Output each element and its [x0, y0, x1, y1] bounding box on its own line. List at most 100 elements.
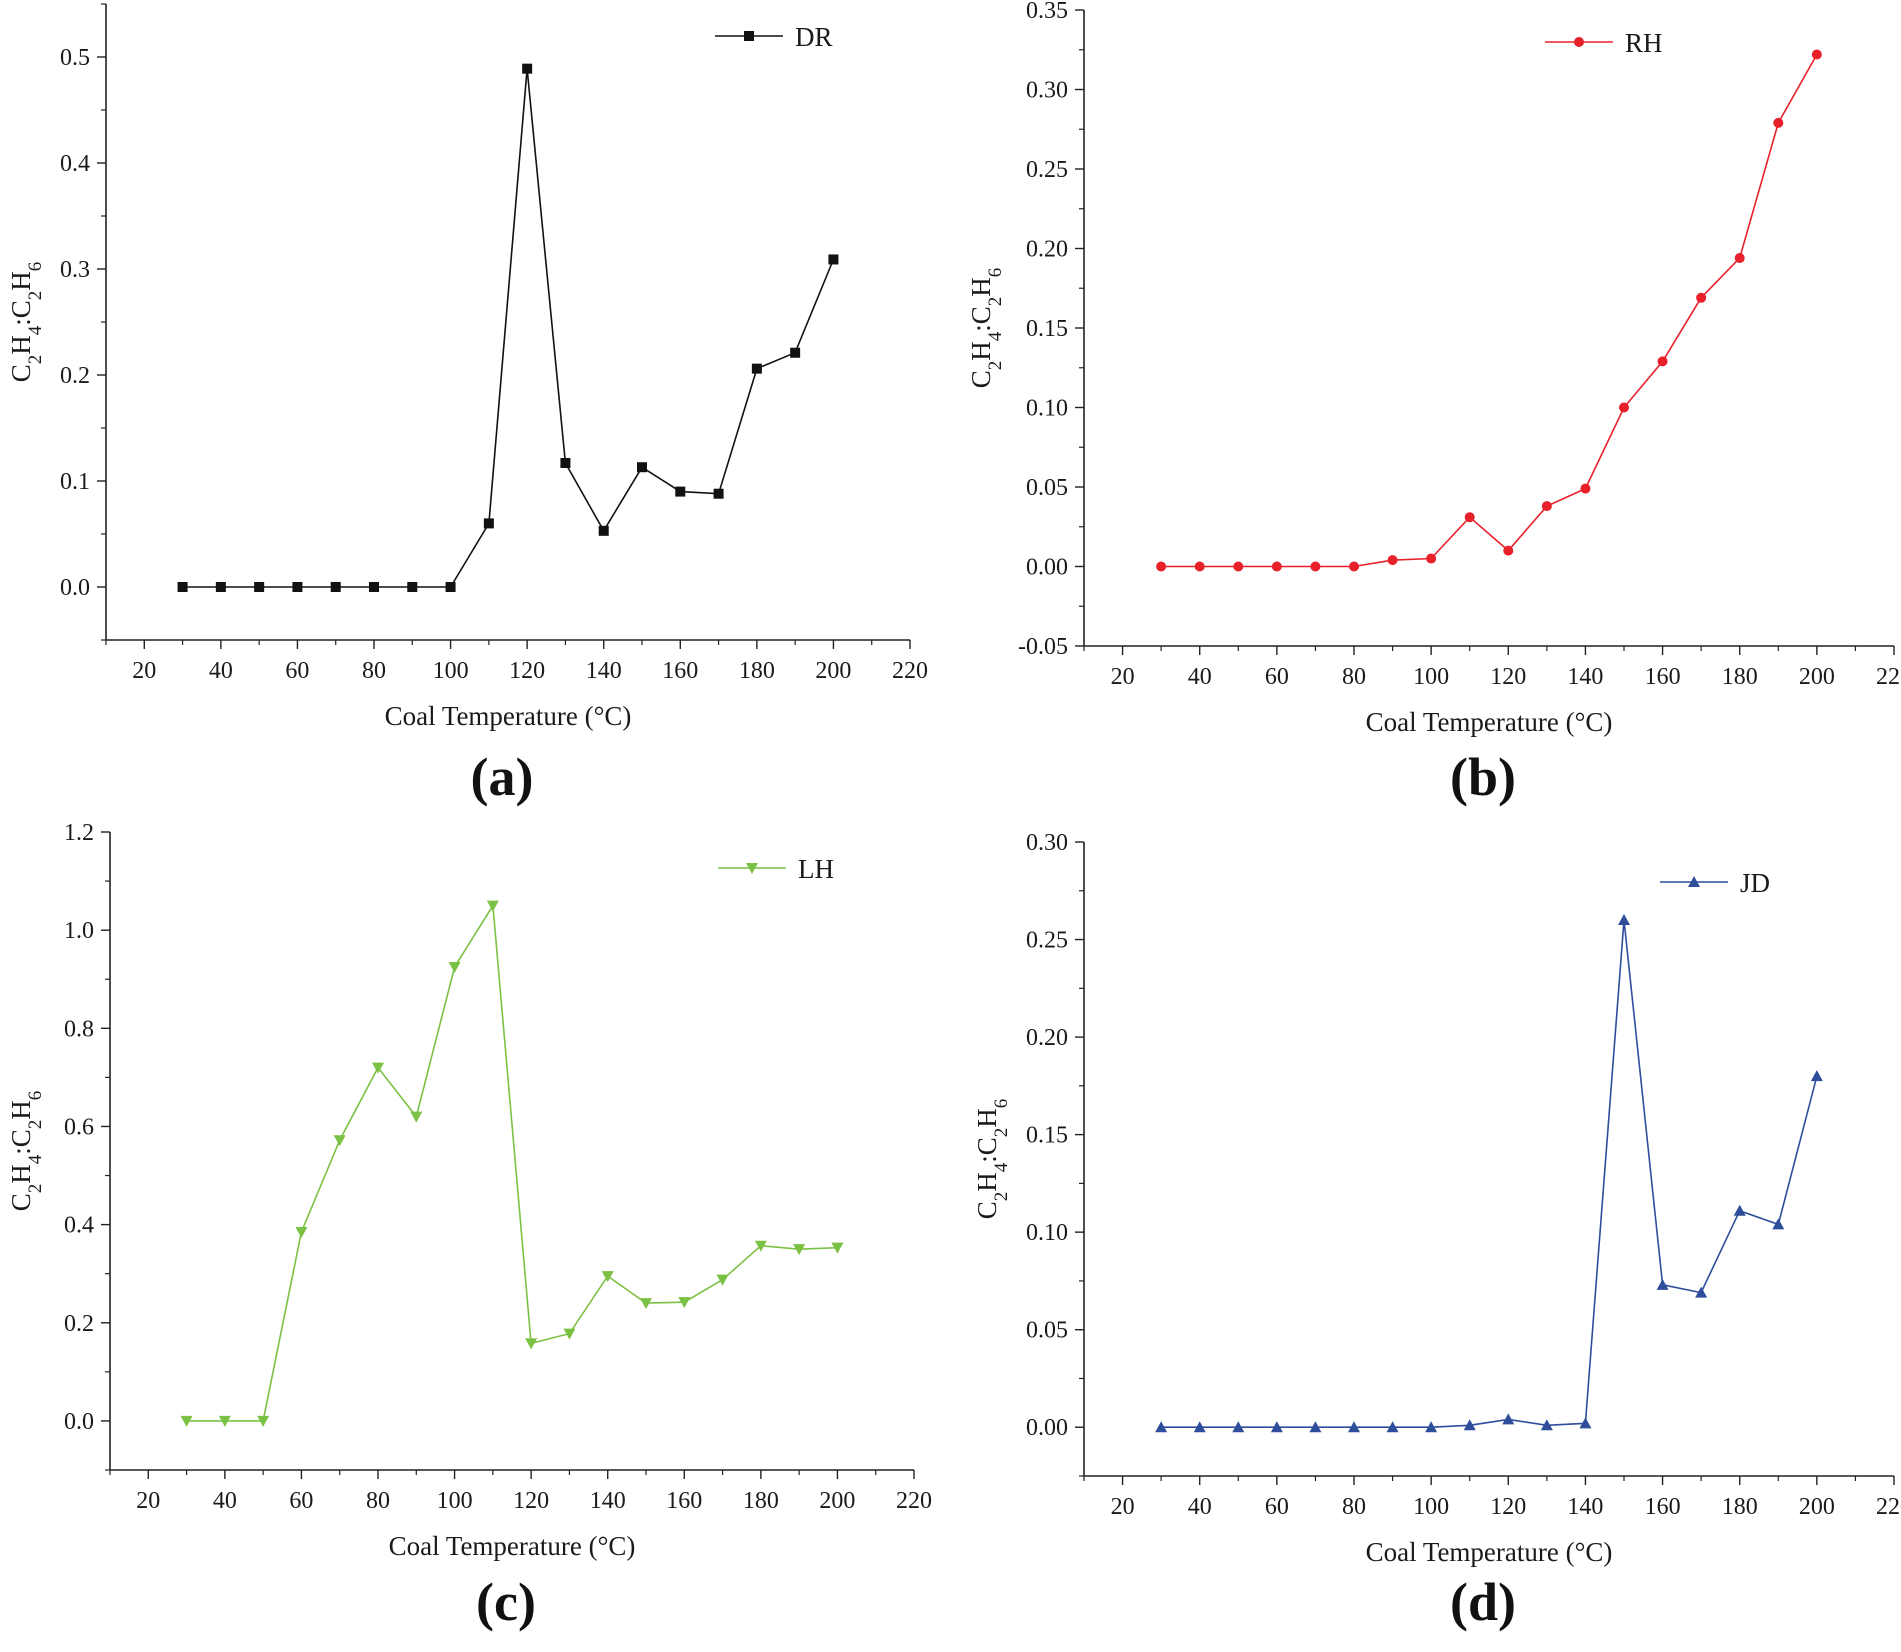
x-tick-label: 80: [1342, 1494, 1366, 1520]
legend-marker: [1574, 37, 1584, 47]
data-point: [1387, 555, 1398, 566]
data-point: [177, 582, 188, 592]
legend-label: RH: [1625, 28, 1663, 58]
data-point: [1271, 561, 1282, 572]
x-tick-label: 160: [1645, 1494, 1681, 1520]
data-point: [1811, 49, 1822, 60]
series-line-DR: [182, 68, 835, 588]
data-point: [448, 961, 461, 973]
data-point: [1386, 1421, 1399, 1433]
y-axis-label: C2H4:C2H6: [966, 268, 1006, 389]
panel-label: (d): [1450, 1572, 1516, 1632]
x-tick-label: 80: [1342, 664, 1366, 690]
x-tick-label: 20: [136, 1488, 160, 1514]
chart-panel-b: 20 40 60 80 100 120 140 160 180 200 220 -0.05 0.00 0.…: [966, 0, 1901, 807]
data-point: [1580, 483, 1591, 494]
data-point: [369, 582, 379, 592]
data-point: [1194, 561, 1205, 572]
series-line-LH: [186, 903, 838, 1422]
y-tick-label: 0.15: [1026, 1123, 1068, 1149]
data-point: [751, 363, 762, 374]
data-point: [1309, 1421, 1322, 1433]
y-tick-label: 0.4: [60, 151, 90, 177]
data-point: [1695, 1286, 1708, 1298]
panel-label: (b): [1450, 747, 1516, 807]
data-point: [522, 63, 533, 74]
y-tick-label: 0.35: [1026, 0, 1068, 24]
y-tick-label: 0.25: [1026, 928, 1068, 954]
data-point: [330, 582, 341, 592]
x-tick-label: 200: [815, 658, 851, 684]
x-tick-label: 140: [586, 658, 622, 684]
x-tick-label: 140: [590, 1488, 626, 1514]
data-point: [1233, 561, 1244, 572]
data-point: [1425, 1421, 1438, 1433]
data-point: [215, 582, 226, 592]
data-point: [1579, 1417, 1592, 1429]
data-point: [1772, 1218, 1785, 1230]
data-point: [218, 1415, 231, 1427]
data-point: [793, 1244, 806, 1256]
x-tick-label: 200: [1799, 664, 1835, 690]
data-point: [1733, 1204, 1746, 1216]
y-tick-label: 0.30: [1026, 830, 1068, 856]
data-point: [640, 1298, 652, 1310]
data-point: [1734, 253, 1745, 264]
y-tick-label: 0.0: [60, 575, 90, 601]
data-point: [560, 457, 571, 468]
x-tick-label: 100: [1413, 664, 1449, 690]
x-axis-label: Coal Temperature (°C): [1366, 1537, 1613, 1567]
x-tick-label: 180: [1722, 664, 1758, 690]
data-point: [1463, 1419, 1476, 1431]
data-point: [1502, 1413, 1515, 1425]
x-tick-label: 40: [209, 658, 233, 684]
legend-label: DR: [795, 22, 833, 52]
x-tick-label: 60: [285, 658, 309, 684]
x-tick-label: 180: [1722, 1494, 1758, 1520]
x-tick-label: 180: [739, 658, 775, 684]
y-tick-label: 0.4: [64, 1213, 94, 1239]
y-axis-label: C2H4:C2H6: [972, 1099, 1012, 1220]
data-point: [637, 462, 647, 473]
y-tick-label: 0.25: [1026, 157, 1068, 183]
y-tick-label: 0.00: [1026, 555, 1068, 581]
y-tick-label: 0.1: [60, 469, 90, 495]
x-tick-label: 60: [1265, 1494, 1289, 1520]
y-tick-label: 0.5: [60, 45, 90, 71]
data-point: [525, 1338, 538, 1350]
data-point: [295, 1226, 308, 1238]
y-tick-label: 0.15: [1026, 316, 1068, 342]
x-tick-label: 100: [433, 658, 469, 684]
data-point: [407, 582, 418, 592]
data-point: [1426, 553, 1437, 564]
chart-panel-d: 20 40 60 80 100 120 140 160 180 200 220 0.00 0.05 0.1…: [972, 830, 1901, 1632]
x-tick-label: 40: [1188, 664, 1212, 690]
data-point: [483, 518, 494, 529]
x-tick-label: 220: [892, 658, 928, 684]
data-point: [1541, 501, 1552, 512]
x-axis-label: Coal Temperature (°C): [1366, 707, 1613, 737]
x-tick-label: 60: [1265, 664, 1289, 690]
data-point: [678, 1297, 691, 1309]
x-tick-label: 140: [1567, 1494, 1603, 1520]
data-point: [601, 1271, 614, 1283]
series-line-JD: [1161, 919, 1818, 1428]
x-axis-label: Coal Temperature (°C): [389, 1531, 636, 1561]
y-tick-label: 0.6: [64, 1114, 94, 1140]
data-point: [1618, 914, 1630, 926]
data-point: [1656, 1278, 1669, 1290]
data-point: [1156, 561, 1167, 572]
data-point: [372, 1062, 384, 1074]
x-tick-label: 160: [1645, 664, 1681, 690]
data-point: [1657, 356, 1668, 367]
x-tick-label: 120: [1490, 1494, 1526, 1520]
data-point: [713, 488, 724, 499]
x-tick-label: 80: [362, 658, 386, 684]
x-tick-label: 100: [437, 1488, 473, 1514]
data-point: [1503, 545, 1514, 556]
data-point: [716, 1274, 729, 1286]
y-tick-label: 0.3: [60, 257, 90, 283]
x-tick-label: 20: [1111, 1494, 1135, 1520]
y-tick-label: 0.05: [1026, 475, 1068, 501]
panel-label: (a): [471, 747, 534, 807]
